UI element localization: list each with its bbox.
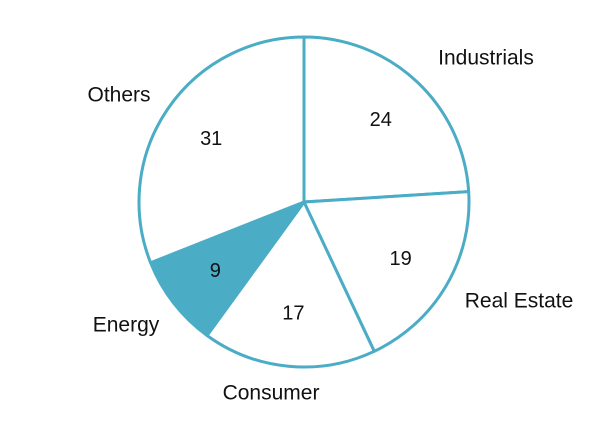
value-label-real-estate: 19 — [389, 248, 411, 270]
pie-slices — [137, 35, 471, 369]
pie-slice-real-estate — [302, 190, 471, 353]
value-label-industrials: 24 — [370, 109, 392, 131]
pie-slice-others — [137, 35, 306, 265]
pie-slice-consumer — [205, 200, 376, 369]
pie-slice-energy — [149, 200, 306, 337]
pie-labels: 24 Industrials 19 Real Estate 17 Consumer 9 Ene… — [87, 47, 573, 405]
category-label-industrials: Industrials — [438, 47, 534, 70]
value-label-energy: 9 — [210, 260, 221, 282]
pie-slice-industrials — [302, 35, 471, 204]
category-label-energy: Energy — [93, 314, 160, 337]
value-label-others: 31 — [200, 128, 222, 150]
category-label-others: Others — [87, 84, 150, 107]
category-label-consumer: Consumer — [223, 382, 320, 405]
category-label-real-estate: Real Estate — [465, 290, 574, 313]
value-label-consumer: 17 — [282, 303, 304, 325]
